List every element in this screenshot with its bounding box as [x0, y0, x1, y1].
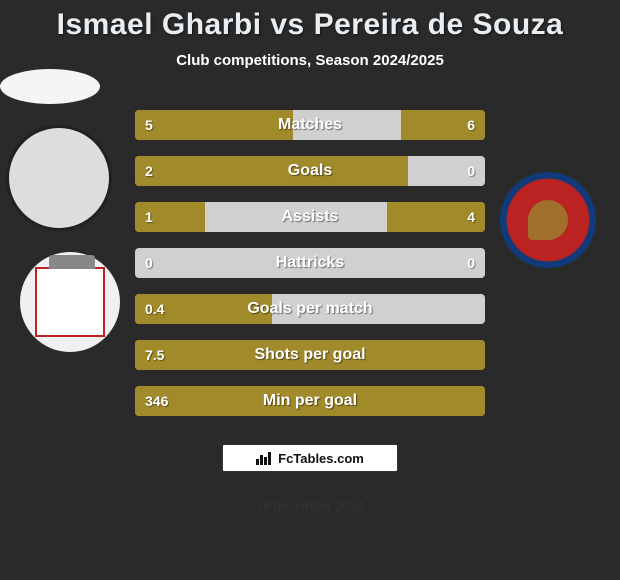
- footer-date: 18 december 2024: [0, 498, 620, 513]
- stat-row: 7.5Shots per goal: [135, 340, 485, 370]
- stat-value-left: 346: [145, 386, 168, 416]
- stat-row: 14Assists: [135, 202, 485, 232]
- stat-value-left: 5: [145, 110, 153, 140]
- crest-santa-clara-icon: [500, 172, 596, 268]
- stat-value-left: 7.5: [145, 340, 164, 370]
- stat-value-right: 0: [467, 156, 475, 186]
- stat-value-right: 0: [467, 248, 475, 278]
- stat-bar-left: [135, 110, 293, 140]
- brand-label: FcTables.com: [278, 451, 364, 466]
- stat-value-left: 0.4: [145, 294, 164, 324]
- club-left-badge: [20, 252, 120, 352]
- brand-chip[interactable]: FcTables.com: [222, 444, 398, 472]
- stat-row: 346Min per goal: [135, 386, 485, 416]
- stat-row: 0.4Goals per match: [135, 294, 485, 324]
- stat-value-right: 4: [467, 202, 475, 232]
- stat-value-left: 1: [145, 202, 153, 232]
- crest-braga-icon: [35, 267, 105, 337]
- stat-bar-left: [135, 386, 485, 416]
- stat-label: Hattricks: [135, 248, 485, 278]
- page-subtitle: Club competitions, Season 2024/2025: [0, 52, 620, 69]
- stat-value-left: 2: [145, 156, 153, 186]
- stat-bar-left: [135, 340, 485, 370]
- stat-row: 56Matches: [135, 110, 485, 140]
- stat-value-left: 0: [145, 248, 153, 278]
- stat-row: 20Goals: [135, 156, 485, 186]
- page-title: Ismael Gharbi vs Pereira de Souza: [0, 8, 620, 42]
- header: Ismael Gharbi vs Pereira de Souza Club c…: [0, 0, 620, 69]
- bar-chart-icon: [256, 451, 272, 465]
- club-right-badge: [498, 170, 598, 270]
- stat-bar-left: [135, 156, 408, 186]
- stat-row: 0 0Hattricks: [135, 248, 485, 278]
- player-left-photo: [9, 128, 109, 228]
- player-right-photo: [0, 69, 100, 104]
- comparison-chart: 56Matches20Goals14Assists00Hattricks0.4G…: [135, 110, 485, 432]
- stat-value-right: 6: [467, 110, 475, 140]
